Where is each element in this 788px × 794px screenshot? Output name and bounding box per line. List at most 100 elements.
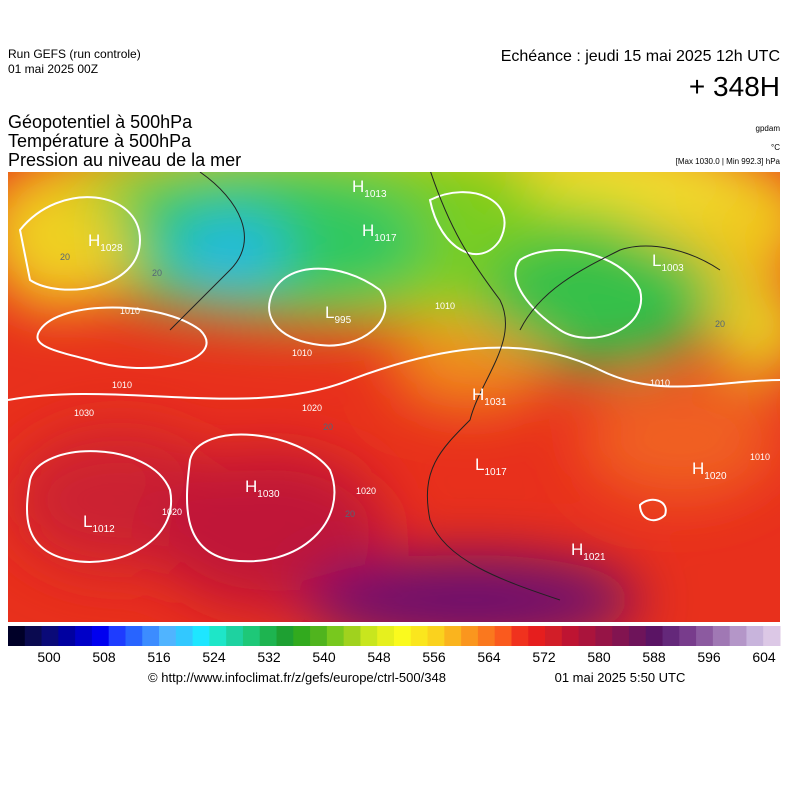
center-kind: H bbox=[352, 177, 364, 196]
colorbar-swatch bbox=[494, 626, 512, 646]
center-value: 995 bbox=[334, 315, 351, 326]
colorbar-label: 572 bbox=[532, 649, 556, 665]
contour-label: 1010 bbox=[112, 380, 132, 390]
colorbar-swatch bbox=[410, 626, 429, 646]
center-value: 1013 bbox=[364, 189, 387, 200]
colorbar-swatch bbox=[159, 626, 177, 646]
center-kind: H bbox=[88, 231, 100, 250]
pressure-center: H1017 bbox=[362, 221, 397, 244]
center-kind: H bbox=[472, 385, 484, 404]
contour-label: 1020 bbox=[302, 403, 322, 413]
source: © http://www.infoclimat.fr/z/gefs/europe… bbox=[148, 670, 446, 685]
colorbar-swatch bbox=[58, 626, 76, 646]
pressure-center: H1013 bbox=[352, 177, 387, 200]
colorbar-swatch bbox=[360, 626, 378, 646]
run: Run GEFS (run controle) bbox=[8, 47, 141, 61]
center-value: 1030 bbox=[257, 489, 280, 500]
contour-label: 1010 bbox=[435, 301, 455, 311]
contour-label: 20 bbox=[323, 422, 333, 432]
colorbar-swatch bbox=[712, 626, 731, 646]
pressure-center: L1003 bbox=[652, 251, 684, 274]
colorbar-swatch bbox=[377, 626, 395, 646]
colorbar-swatch bbox=[41, 626, 59, 646]
colorbar-label: 580 bbox=[587, 649, 611, 665]
center-kind: L bbox=[652, 251, 661, 270]
colorbar-swatch bbox=[209, 626, 227, 646]
colorbar-swatch bbox=[91, 626, 110, 646]
center-value: 1020 bbox=[704, 471, 727, 482]
colorbar-swatch bbox=[645, 626, 664, 646]
pressure-center: H1028 bbox=[88, 231, 123, 254]
pressure-center: H1020 bbox=[692, 459, 727, 482]
contour-label: 20 bbox=[60, 252, 70, 262]
colorbar-label: 524 bbox=[202, 649, 226, 665]
colorbar-swatch bbox=[343, 626, 361, 646]
center-kind: H bbox=[571, 540, 583, 559]
contour-label: 1020 bbox=[356, 486, 376, 496]
colorbar-swatch bbox=[612, 626, 630, 646]
colorbar-swatch bbox=[142, 626, 160, 646]
colorbar-swatch bbox=[528, 626, 546, 646]
colorbar-swatch bbox=[326, 626, 345, 646]
pressure-center: L1017 bbox=[475, 455, 507, 478]
center-kind: L bbox=[83, 512, 92, 531]
colorbar-swatch bbox=[310, 626, 328, 646]
colorbar-swatch bbox=[8, 626, 26, 646]
colorbar-swatch bbox=[125, 626, 143, 646]
colorbar-label: 604 bbox=[752, 649, 776, 665]
center-value: 1021 bbox=[583, 552, 606, 563]
center-value: 1017 bbox=[484, 467, 507, 478]
colorbar-label: 532 bbox=[257, 649, 281, 665]
colorbar-label: 500 bbox=[37, 649, 61, 665]
colorbar-label: 556 bbox=[422, 649, 446, 665]
colorbar-swatch bbox=[729, 626, 747, 646]
colorbar-swatch bbox=[477, 626, 496, 646]
field: Géopotentiel à 500hPa bbox=[8, 112, 193, 132]
run-date: 01 mai 2025 00Z bbox=[8, 62, 98, 76]
valid-time: Echéance : jeudi 15 mai 2025 12h UTC bbox=[501, 48, 780, 65]
colorbar: 500 508 516 524 532 540 548 556 564 572 580 588 596 6… bbox=[8, 626, 781, 665]
center-value: 1003 bbox=[661, 263, 684, 274]
center-kind: H bbox=[245, 477, 257, 496]
center-kind: H bbox=[692, 459, 704, 478]
colorbar-label: 588 bbox=[642, 649, 666, 665]
colorbar-swatch bbox=[763, 626, 781, 646]
field: Pression au niveau de la mer bbox=[8, 150, 241, 170]
colorbar-swatch bbox=[75, 626, 93, 646]
colorbar-swatch bbox=[511, 626, 529, 646]
colorbar-swatch bbox=[461, 626, 479, 646]
unit: [Max 1030.0 | Min 992.3] hPa bbox=[676, 157, 781, 166]
pressure-center: H1021 bbox=[571, 540, 606, 563]
colorbar-label: 516 bbox=[147, 649, 171, 665]
colorbar-swatch bbox=[746, 626, 764, 646]
colorbar-swatch bbox=[242, 626, 261, 646]
center-kind: H bbox=[362, 221, 374, 240]
colorbar-swatch bbox=[578, 626, 596, 646]
colorbar-label: 596 bbox=[697, 649, 721, 665]
contour-label: 20 bbox=[715, 319, 725, 329]
colorbar-swatch bbox=[259, 626, 278, 646]
lead-time: + 348H bbox=[689, 71, 780, 102]
field: Température à 500hPa bbox=[8, 131, 192, 151]
colorbar-swatch bbox=[628, 626, 647, 646]
colorbar-swatch bbox=[679, 626, 697, 646]
colorbar-swatch bbox=[696, 626, 714, 646]
colorbar-swatch bbox=[662, 626, 680, 646]
pressure-center: L1012 bbox=[83, 512, 115, 535]
colorbar-swatch bbox=[444, 626, 462, 646]
colorbar-label: 564 bbox=[477, 649, 501, 665]
center-value: 1028 bbox=[100, 243, 123, 254]
center-kind: L bbox=[475, 455, 484, 474]
generated: 01 mai 2025 5:50 UTC bbox=[555, 670, 686, 685]
unit: gpdam bbox=[756, 124, 781, 133]
center-value: 1012 bbox=[92, 524, 115, 535]
center-kind: L bbox=[325, 303, 334, 322]
colorbar-swatch bbox=[108, 626, 126, 646]
contour-label: 1010 bbox=[650, 378, 670, 388]
center-value: 1031 bbox=[484, 397, 507, 408]
colorbar-label: 548 bbox=[367, 649, 391, 665]
unit: °C bbox=[771, 143, 780, 152]
contour-label: 20 bbox=[152, 268, 162, 278]
colorbar-swatch bbox=[192, 626, 210, 646]
